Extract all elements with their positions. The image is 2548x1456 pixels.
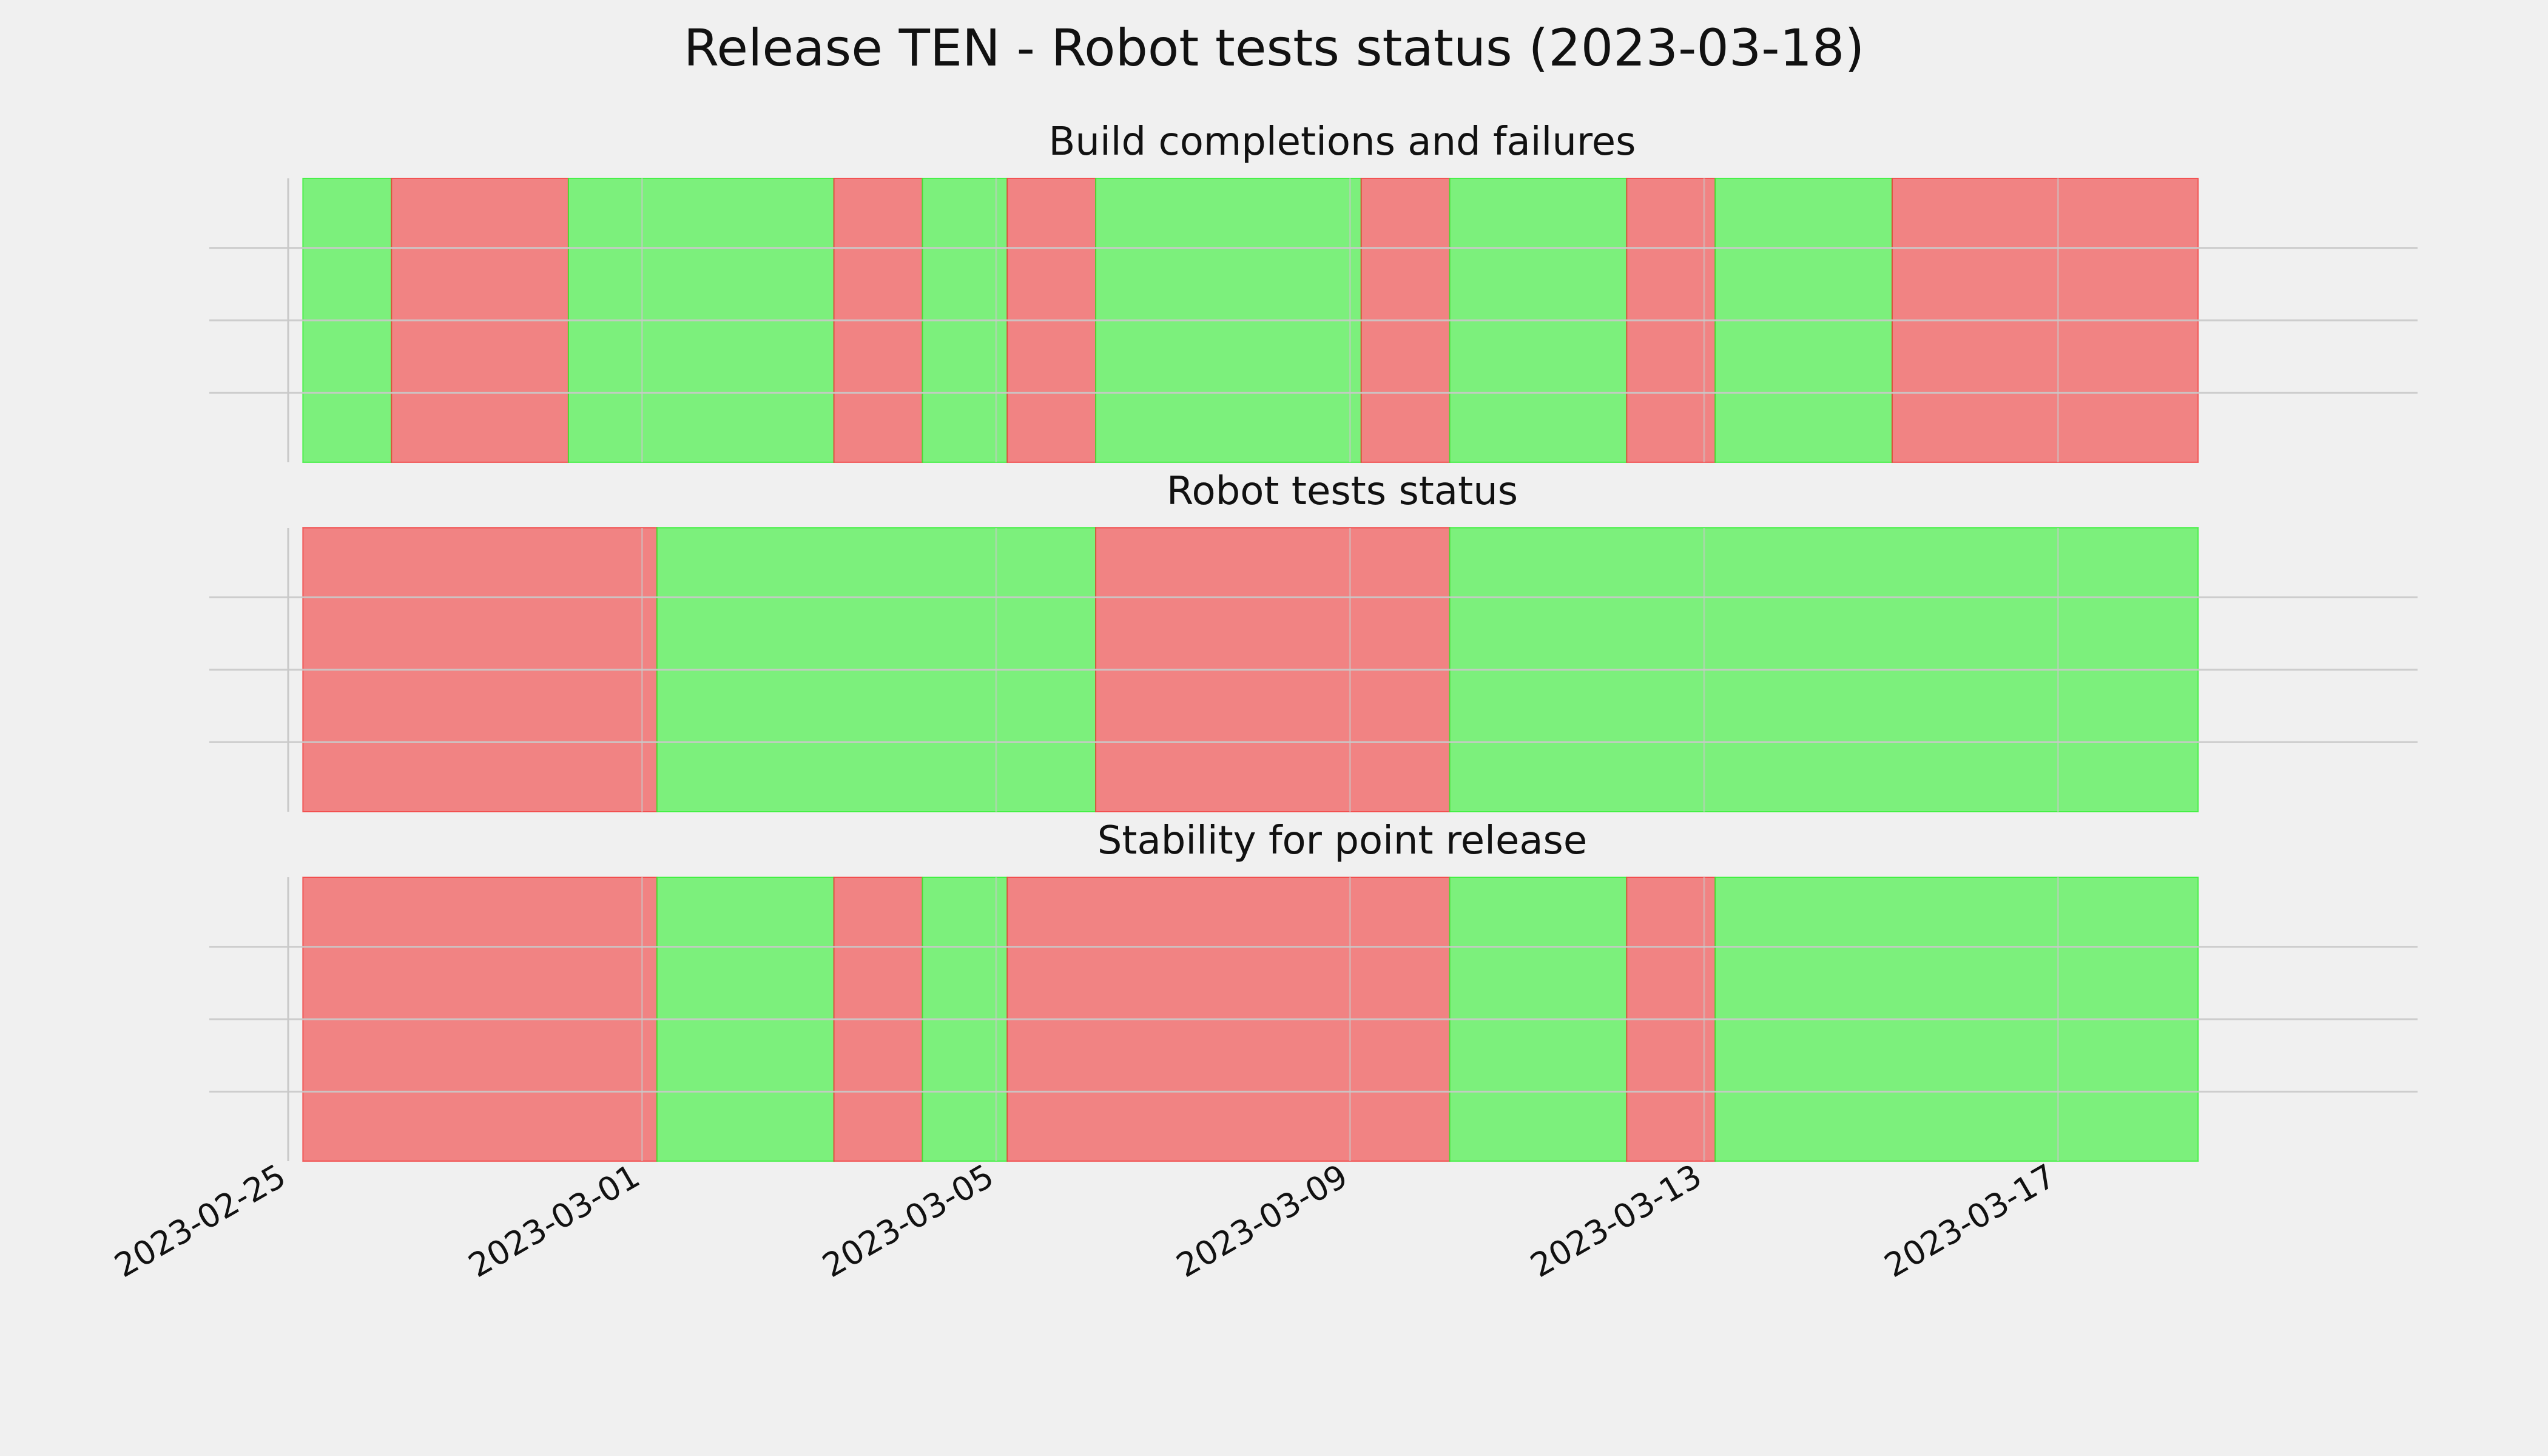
panel-title: Robot tests status: [1167, 469, 1518, 514]
panel-robot-tests: Robot tests status: [209, 469, 2418, 812]
panel-stability: Stability for point release: [209, 818, 2418, 1162]
panel-title: Build completions and failures: [1049, 120, 1636, 164]
panel-title: Stability for point release: [1097, 818, 1588, 863]
figure-title: Release TEN - Robot tests status (2023-0…: [684, 18, 1864, 78]
panel-build: Build completions and failures: [209, 120, 2418, 463]
